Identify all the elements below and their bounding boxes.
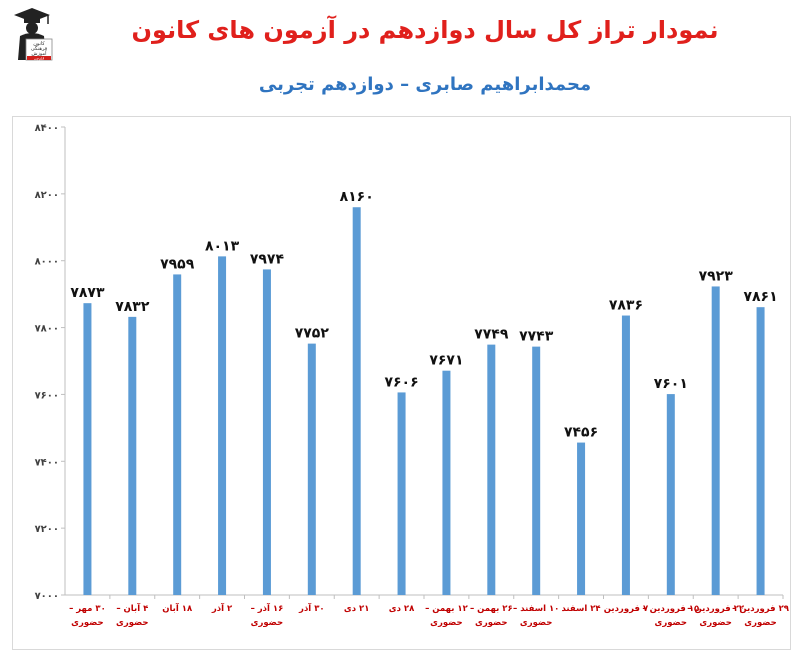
chart-area: ۷۰۰۰ ۷۲۰۰ ۷۴۰۰ ۷۶۰۰ ۷۸۰۰ ۸۰۰۰ ۸۲۰۰ ۸۴۰۰ ۷۸۷۳ ۳۰ م… bbox=[12, 116, 791, 650]
logo-text-line: قلم‌چی bbox=[34, 57, 45, 61]
x-tick-label: ۱۸ آبان bbox=[162, 602, 193, 614]
y-tick-label: ۷۲۰۰ bbox=[35, 524, 59, 535]
x-tick-label: حضوری bbox=[116, 618, 149, 628]
x-tick-label: حضوری bbox=[430, 618, 463, 628]
bar bbox=[307, 343, 316, 595]
bar bbox=[83, 303, 92, 595]
bar bbox=[397, 392, 406, 595]
x-tick-label: ۱۰ اسفند – bbox=[513, 604, 559, 614]
y-tick-label: ۸۲۰۰ bbox=[35, 190, 59, 201]
bar bbox=[621, 315, 630, 595]
page-subtitle: محمدابراهیم صابری – دوازدهم تجربی bbox=[258, 74, 592, 95]
y-tick-label: ۸۴۰۰ bbox=[35, 123, 59, 134]
logo-text-line: فرهنگی bbox=[31, 45, 48, 52]
bar-chart: ۷۰۰۰ ۷۲۰۰ ۷۴۰۰ ۷۶۰۰ ۷۸۰۰ ۸۰۰۰ ۸۲۰۰ ۸۴۰۰ ۷۸۷۳ ۳۰ م… bbox=[35, 123, 790, 628]
y-tick-label: ۷۶۰۰ bbox=[35, 390, 59, 401]
x-tick-label: حضوری bbox=[251, 618, 284, 628]
data-label: ۷۷۴۹ bbox=[474, 327, 509, 343]
x-tick-label: ۱۶ آذر – bbox=[251, 602, 284, 614]
bar bbox=[128, 316, 137, 595]
bar bbox=[262, 269, 271, 595]
x-tick-label: ۲۸ دی bbox=[389, 604, 415, 614]
x-tick-label: حضوری bbox=[699, 618, 732, 628]
y-tick-label: ۷۴۰۰ bbox=[35, 457, 59, 468]
x-tick-label: ۲۱ دی bbox=[344, 604, 370, 614]
data-label: ۷۴۵۶ bbox=[564, 425, 598, 441]
data-label: ۷۹۵۹ bbox=[160, 256, 195, 272]
data-label: ۷۶۰۶ bbox=[384, 374, 418, 390]
x-tick-label: حضوری bbox=[475, 618, 508, 628]
x-tick-label: حضوری bbox=[71, 618, 104, 628]
bar bbox=[532, 346, 541, 595]
x-tick-label: ۴ آبان – bbox=[116, 602, 148, 614]
x-tick-label: ۲۴ اسفند bbox=[562, 604, 601, 614]
x-tick-label: ۱۲ بهمن – bbox=[425, 604, 469, 614]
logo-text-line: کانون bbox=[33, 41, 45, 47]
x-tick-label: حضوری bbox=[520, 618, 553, 628]
bar bbox=[711, 286, 720, 595]
data-label: ۷۸۳۶ bbox=[609, 298, 643, 314]
data-label: ۷۶۷۱ bbox=[429, 353, 463, 369]
data-label: ۸۰۱۳ bbox=[205, 238, 240, 254]
bar bbox=[352, 207, 361, 595]
x-tick-label: ۳۰ مهر – bbox=[69, 604, 106, 614]
page-title: نمودار تراز کل سال دوازدهم در آزمون های … bbox=[131, 16, 719, 44]
x-tick-label: ۷ فروردین bbox=[604, 604, 649, 614]
bar bbox=[173, 274, 182, 595]
data-label: ۸۱۶۰ bbox=[340, 189, 374, 205]
data-label: ۷۹۲۳ bbox=[699, 268, 734, 284]
x-tick-label: ۱۵ فروردین – bbox=[642, 604, 699, 614]
data-label: ۷۷۴۳ bbox=[519, 329, 554, 345]
data-label: ۷۷۵۲ bbox=[295, 326, 330, 342]
graduate-logo-icon: کانون فرهنگی آموزش قلم‌چی bbox=[10, 6, 56, 62]
data-label: ۷۸۶۱ bbox=[743, 289, 777, 305]
x-tick-label: ۲۹ فروردین – bbox=[732, 604, 790, 614]
bar bbox=[577, 442, 586, 595]
x-tick-label: ۳۰ آذر bbox=[298, 602, 325, 614]
bar bbox=[666, 394, 675, 595]
y-tick-label: ۷۸۰۰ bbox=[35, 324, 59, 335]
data-label: ۷۹۷۴ bbox=[250, 251, 285, 267]
y-tick-label: ۷۰۰۰ bbox=[35, 591, 59, 602]
x-tick-label: ۲ آذر bbox=[211, 602, 233, 614]
y-tick-label: ۸۰۰۰ bbox=[35, 257, 59, 268]
x-tick-label: ۲۶ بهمن – bbox=[470, 604, 513, 614]
bar bbox=[756, 307, 765, 595]
data-label: ۷۶۰۱ bbox=[654, 376, 688, 392]
bar bbox=[487, 344, 496, 595]
bar bbox=[442, 370, 451, 595]
logo-text-line: آموزش bbox=[31, 50, 47, 57]
x-tick-label: حضوری bbox=[655, 618, 688, 628]
bar bbox=[218, 256, 227, 595]
x-tick-label: حضوری bbox=[744, 618, 777, 628]
x-tick-label: ۲۲ فروردین – bbox=[687, 604, 745, 614]
data-label: ۷۸۷۳ bbox=[70, 285, 105, 301]
data-label: ۷۸۳۲ bbox=[115, 299, 150, 315]
